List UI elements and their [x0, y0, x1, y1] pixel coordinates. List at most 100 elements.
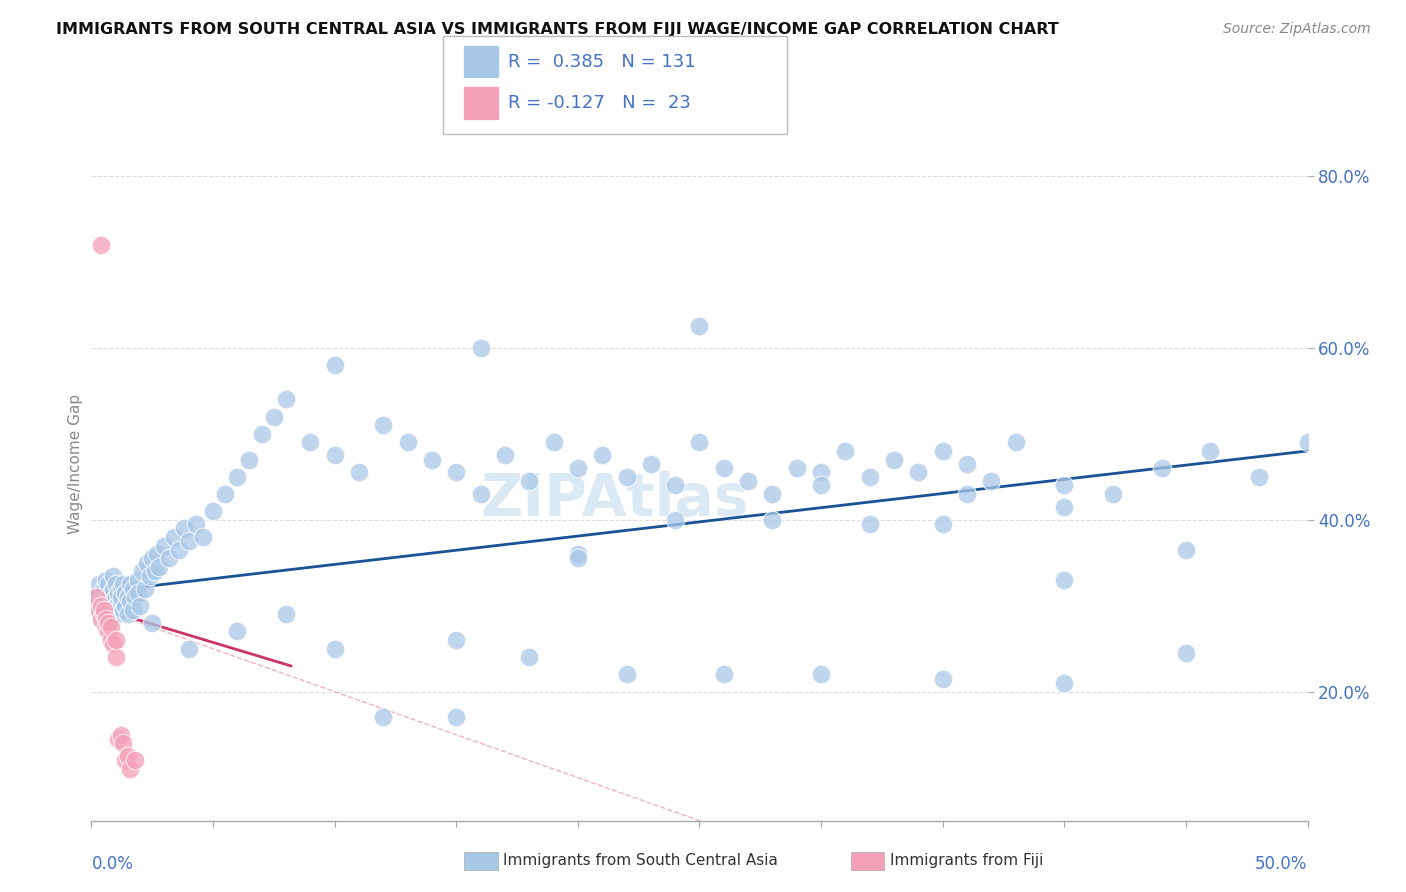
Point	[111, 603, 134, 617]
Point	[110, 582, 132, 596]
Point	[94, 594, 117, 608]
Point	[664, 478, 686, 492]
Point	[883, 452, 905, 467]
Point	[299, 435, 322, 450]
Point	[97, 590, 120, 604]
Point	[1199, 444, 1222, 458]
Point	[1053, 478, 1076, 492]
Point	[859, 469, 882, 483]
Point	[167, 542, 190, 557]
Point	[470, 341, 492, 355]
Point	[1004, 435, 1026, 450]
Point	[93, 607, 115, 622]
Point	[94, 607, 117, 622]
Point	[664, 513, 686, 527]
Point	[117, 607, 139, 622]
Text: Immigrants from Fiji: Immigrants from Fiji	[890, 854, 1043, 868]
Point	[97, 624, 120, 639]
Point	[420, 452, 443, 467]
Point	[931, 444, 953, 458]
Point	[100, 599, 122, 613]
Point	[117, 749, 139, 764]
Point	[114, 586, 136, 600]
Point	[127, 573, 149, 587]
Point	[104, 577, 127, 591]
Point	[567, 547, 589, 561]
Point	[238, 452, 260, 467]
Point	[226, 469, 249, 483]
Point	[323, 358, 346, 372]
Point	[111, 736, 134, 750]
Point	[93, 582, 115, 596]
Point	[616, 469, 638, 483]
Point	[761, 487, 783, 501]
Text: R =  0.385   N = 131: R = 0.385 N = 131	[508, 53, 695, 70]
Point	[1175, 646, 1198, 660]
Point	[177, 534, 200, 549]
Point	[90, 237, 112, 252]
Point	[810, 466, 832, 480]
Point	[148, 560, 170, 574]
Point	[323, 448, 346, 462]
Point	[100, 620, 122, 634]
Point	[157, 551, 180, 566]
Point	[93, 603, 115, 617]
Point	[1102, 487, 1125, 501]
Point	[250, 426, 273, 441]
Point	[859, 516, 882, 531]
Point	[90, 611, 112, 625]
Point	[114, 599, 136, 613]
Point	[94, 611, 117, 625]
Point	[90, 599, 112, 613]
Point	[810, 478, 832, 492]
Text: Immigrants from South Central Asia: Immigrants from South Central Asia	[503, 854, 779, 868]
Point	[688, 319, 710, 334]
Point	[274, 392, 297, 407]
Point	[100, 633, 122, 648]
Point	[177, 641, 200, 656]
Point	[97, 577, 120, 591]
Point	[373, 418, 395, 433]
Point	[107, 586, 129, 600]
Point	[107, 731, 129, 746]
Point	[120, 762, 142, 776]
Point	[396, 435, 419, 450]
Point	[1053, 500, 1076, 514]
Point	[567, 461, 589, 475]
Point	[129, 599, 152, 613]
Point	[103, 582, 125, 596]
Point	[193, 530, 215, 544]
Point	[146, 547, 169, 561]
Point	[323, 641, 346, 656]
Point	[263, 409, 285, 424]
Point	[931, 516, 953, 531]
Point	[931, 672, 953, 686]
Point	[907, 466, 929, 480]
Point	[124, 754, 146, 768]
Point	[1296, 435, 1319, 450]
Text: ZIPAtlas: ZIPAtlas	[479, 471, 748, 528]
Text: R = -0.127   N =  23: R = -0.127 N = 23	[508, 94, 690, 112]
Point	[810, 667, 832, 681]
Point	[111, 577, 134, 591]
Point	[141, 615, 163, 630]
Point	[124, 590, 146, 604]
Point	[517, 474, 540, 488]
Point	[956, 487, 979, 501]
Text: Source: ZipAtlas.com: Source: ZipAtlas.com	[1223, 22, 1371, 37]
Point	[173, 521, 195, 535]
Point	[737, 474, 759, 488]
Point	[786, 461, 808, 475]
Point	[94, 573, 117, 587]
Point	[100, 586, 122, 600]
Point	[1053, 573, 1076, 587]
Point	[87, 603, 110, 617]
Point	[104, 599, 127, 613]
Point	[136, 556, 159, 570]
Point	[202, 504, 225, 518]
Point	[134, 582, 156, 596]
Point	[567, 551, 589, 566]
Point	[121, 582, 143, 596]
Point	[90, 599, 112, 613]
Point	[543, 435, 565, 450]
